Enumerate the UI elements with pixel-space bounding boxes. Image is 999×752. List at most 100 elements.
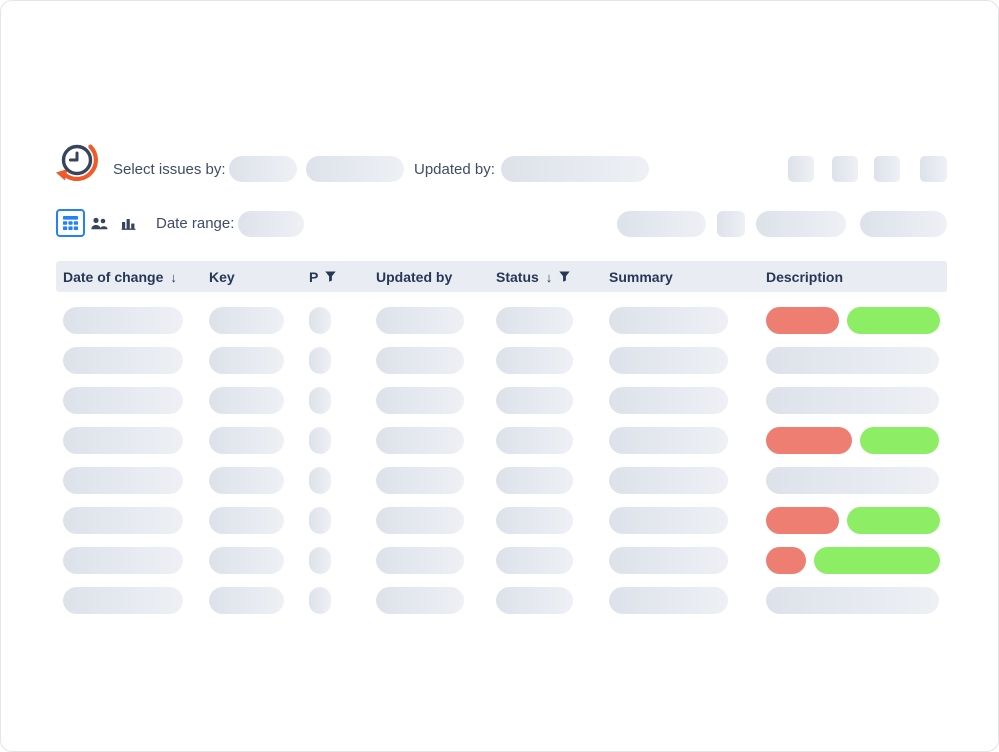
- description-cell: [759, 466, 947, 494]
- description-unchanged-pill: [766, 386, 939, 414]
- updated-by-cell: [369, 506, 489, 534]
- column-header-status[interactable]: Status ↓: [489, 269, 602, 285]
- issue-filter-field-skeleton-2[interactable]: [306, 156, 404, 182]
- date-skeleton: [63, 466, 183, 494]
- users-view-button[interactable]: [85, 209, 114, 237]
- status-cell: [489, 466, 602, 494]
- table-row: [56, 580, 947, 620]
- description-cell: [759, 546, 947, 574]
- status-cell: [489, 586, 602, 614]
- control-skeleton-2[interactable]: [717, 211, 745, 237]
- column-label: Date of change: [63, 268, 164, 285]
- description-cell: [759, 426, 947, 454]
- summary-cell: [602, 506, 759, 534]
- priority-skeleton: [309, 546, 331, 574]
- summary-skeleton: [609, 426, 728, 454]
- column-header-date-of-change[interactable]: Date of change ↓: [56, 269, 202, 285]
- priority-cell: [302, 386, 369, 414]
- status-cell: [489, 426, 602, 454]
- key-skeleton: [209, 586, 284, 614]
- table-row: [56, 540, 947, 580]
- key-skeleton: [209, 546, 284, 574]
- table-body: [56, 292, 947, 620]
- date-cell: [56, 586, 202, 614]
- date-skeleton: [63, 426, 183, 454]
- updated-by-cell: [369, 306, 489, 334]
- updated-by-skeleton: [376, 506, 464, 534]
- status-cell: [489, 506, 602, 534]
- toolbar-button-skeleton-1[interactable]: [788, 156, 814, 182]
- table-view-button[interactable]: [56, 209, 85, 237]
- updated-by-skeleton: [376, 466, 464, 494]
- key-skeleton: [209, 306, 284, 334]
- table-row: [56, 300, 947, 340]
- priority-skeleton: [309, 586, 331, 614]
- toolbar-button-skeleton-3[interactable]: [874, 156, 900, 182]
- date-cell: [56, 306, 202, 334]
- priority-skeleton: [309, 506, 331, 534]
- status-skeleton: [496, 466, 573, 494]
- description-unchanged-pill: [766, 346, 939, 374]
- summary-skeleton: [609, 346, 728, 374]
- summary-skeleton: [609, 546, 728, 574]
- toolbar-button-skeleton-4[interactable]: [920, 156, 947, 182]
- history-clock-icon: [56, 144, 98, 182]
- sort-desc-icon[interactable]: ↓: [545, 269, 553, 285]
- priority-cell: [302, 466, 369, 494]
- priority-cell: [302, 546, 369, 574]
- date-cell: [56, 466, 202, 494]
- date-cell: [56, 506, 202, 534]
- control-skeleton-1[interactable]: [617, 211, 706, 237]
- filter-icon[interactable]: [325, 271, 337, 282]
- column-header-p[interactable]: P: [302, 269, 369, 285]
- summary-cell: [602, 466, 759, 494]
- status-skeleton: [496, 306, 573, 334]
- updated-by-cell: [369, 466, 489, 494]
- date-range-field-skeleton[interactable]: [238, 211, 304, 237]
- priority-skeleton: [309, 466, 331, 494]
- date-skeleton: [63, 346, 183, 374]
- chart-view-button[interactable]: [114, 209, 143, 237]
- filter-icon[interactable]: [559, 271, 570, 282]
- updated-by-skeleton: [376, 386, 464, 414]
- key-cell: [202, 386, 302, 414]
- summary-cell: [602, 346, 759, 374]
- key-cell: [202, 426, 302, 454]
- date-cell: [56, 386, 202, 414]
- summary-skeleton: [609, 386, 728, 414]
- description-added-wide-pill: [814, 546, 940, 574]
- priority-skeleton: [309, 306, 331, 334]
- date-cell: [56, 346, 202, 374]
- column-label: Description: [766, 268, 844, 285]
- updated-by-cell: [369, 386, 489, 414]
- control-skeleton-3[interactable]: [756, 211, 846, 237]
- table-grid-icon: [63, 216, 78, 230]
- key-cell: [202, 586, 302, 614]
- control-skeleton-4[interactable]: [860, 211, 947, 237]
- status-skeleton: [496, 426, 573, 454]
- date-cell: [56, 546, 202, 574]
- description-cell: [759, 346, 947, 374]
- sort-desc-icon[interactable]: ↓: [170, 269, 177, 285]
- select-issues-label: Select issues by:: [113, 161, 226, 178]
- status-cell: [489, 546, 602, 574]
- toolbar-button-skeleton-2[interactable]: [832, 156, 858, 182]
- updated-by-field-skeleton[interactable]: [501, 156, 649, 182]
- description-removed-wide-pill: [766, 426, 852, 454]
- updated-by-cell: [369, 426, 489, 454]
- key-skeleton: [209, 426, 284, 454]
- description-cell: [759, 306, 947, 334]
- summary-cell: [602, 306, 759, 334]
- date-skeleton: [63, 546, 183, 574]
- issue-filter-field-skeleton-1[interactable]: [229, 156, 297, 182]
- description-unchanged-pill: [766, 466, 939, 494]
- description-cell: [759, 386, 947, 414]
- status-skeleton: [496, 586, 573, 614]
- key-cell: [202, 506, 302, 534]
- date-range-label: Date range:: [156, 215, 235, 232]
- date-skeleton: [63, 586, 183, 614]
- date-skeleton: [63, 386, 183, 414]
- description-removed-pill: [766, 306, 839, 334]
- key-cell: [202, 306, 302, 334]
- table-row: [56, 420, 947, 460]
